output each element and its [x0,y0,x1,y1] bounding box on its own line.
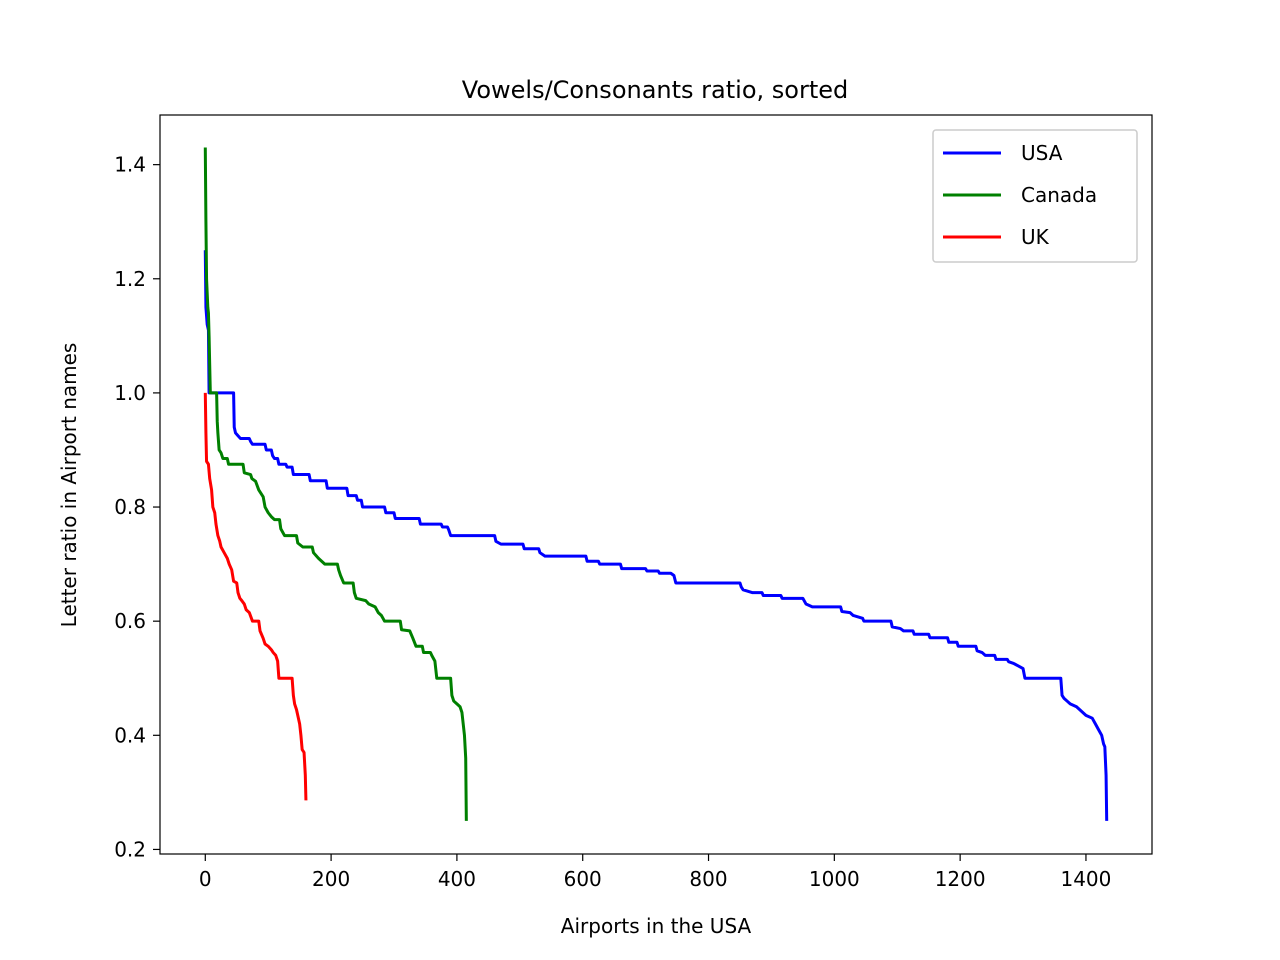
legend: USA Canada UK [932,129,1138,263]
series-line-usa [203,250,1109,821]
y-tick-label: 1.4 [114,153,146,177]
plot-frame [159,114,1153,855]
series-layer [203,147,1109,821]
chart-title: Vowels/Consonants ratio, sorted [462,76,848,104]
x-tick-label: 400 [438,867,476,891]
x-axis: 0 200 400 600 800 1000 1200 1400 [199,854,1111,891]
legend-label-usa: USA [1021,141,1063,165]
series-line-canada [203,147,468,821]
x-tick-label: 200 [312,867,350,891]
y-axis-label: Letter ratio in Airport names [57,343,81,628]
x-tick-label: 0 [199,867,212,891]
x-axis-label: Airports in the USA [561,914,752,938]
x-tick-label: 1200 [935,867,986,891]
x-tick-label: 800 [689,867,727,891]
legend-label-uk: UK [1021,225,1050,249]
y-tick-label: 1.2 [114,267,146,291]
y-tick-label: 1.0 [114,381,146,405]
legend-box [932,129,1138,263]
y-tick-label: 0.2 [114,837,146,861]
legend-label-canada: Canada [1021,183,1097,207]
y-tick-label: 0.8 [114,495,146,519]
y-axis: 0.2 0.4 0.6 0.8 1.0 1.2 1.4 [114,153,160,861]
y-tick-label: 0.6 [114,609,146,633]
x-tick-label: 1400 [1060,867,1111,891]
series-line-uk [203,392,308,801]
x-tick-label: 600 [564,867,602,891]
y-tick-label: 0.4 [114,723,146,747]
x-tick-label: 1000 [809,867,860,891]
